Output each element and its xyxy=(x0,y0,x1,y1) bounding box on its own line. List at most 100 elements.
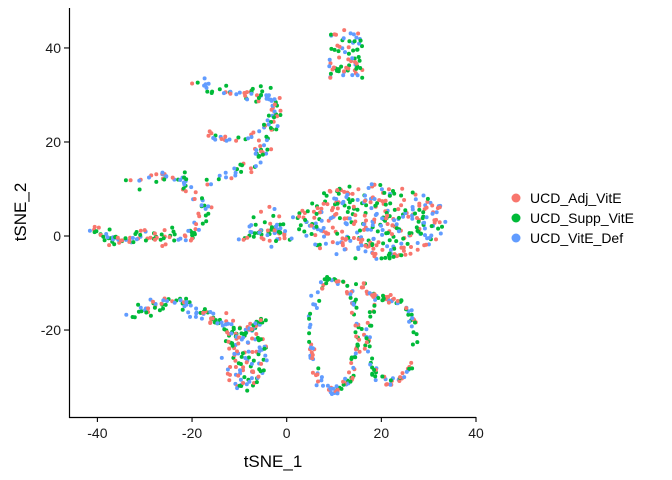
data-point xyxy=(297,227,302,232)
data-point xyxy=(379,187,384,192)
data-point xyxy=(343,221,348,226)
data-point xyxy=(315,206,320,211)
data-point xyxy=(238,368,242,373)
data-point xyxy=(259,149,264,154)
data-point xyxy=(349,310,354,315)
data-point xyxy=(205,89,210,94)
data-point xyxy=(310,201,315,206)
data-point xyxy=(249,376,254,381)
data-point xyxy=(203,82,208,87)
data-point xyxy=(347,39,352,44)
data-point xyxy=(410,205,415,209)
data-point xyxy=(347,200,352,205)
data-point xyxy=(130,236,135,240)
data-point xyxy=(380,232,385,237)
data-point xyxy=(360,237,365,242)
data-point xyxy=(327,276,332,281)
data-point xyxy=(363,343,368,348)
data-point xyxy=(123,236,128,241)
data-point xyxy=(255,335,260,340)
legend-key-vite-def xyxy=(511,233,521,243)
data-point xyxy=(308,311,313,316)
data-point xyxy=(323,241,328,246)
data-point xyxy=(337,44,342,49)
data-point xyxy=(355,207,360,212)
data-point xyxy=(278,108,283,113)
data-point xyxy=(248,166,253,171)
data-point xyxy=(160,244,165,248)
data-point xyxy=(254,380,259,385)
data-point xyxy=(249,135,254,139)
data-point xyxy=(154,179,159,184)
data-point xyxy=(336,69,341,74)
data-point xyxy=(259,93,263,97)
data-point xyxy=(413,211,417,216)
data-point xyxy=(186,228,191,233)
data-point xyxy=(249,327,254,332)
data-point xyxy=(413,192,418,197)
y-tick-label: 0 xyxy=(53,228,61,244)
data-point xyxy=(334,252,339,257)
x-tick-label: -20 xyxy=(182,425,202,441)
data-point xyxy=(236,373,241,378)
data-point xyxy=(251,130,256,135)
data-point xyxy=(405,241,410,246)
data-point xyxy=(329,46,334,51)
data-point xyxy=(237,335,242,340)
data-point xyxy=(421,193,426,198)
data-point xyxy=(256,352,261,357)
data-point xyxy=(265,147,270,152)
data-point xyxy=(228,91,233,96)
data-point xyxy=(253,151,258,156)
data-point xyxy=(244,382,249,387)
data-point xyxy=(245,340,250,345)
data-point xyxy=(313,221,318,226)
data-point xyxy=(371,246,376,251)
data-point xyxy=(388,201,393,206)
data-point xyxy=(170,175,175,180)
data-point xyxy=(105,235,110,240)
data-point xyxy=(322,191,326,196)
data-point xyxy=(314,211,319,216)
data-point xyxy=(363,193,367,198)
data-point xyxy=(123,178,128,183)
data-point xyxy=(146,306,151,311)
data-point xyxy=(193,314,198,319)
data-point xyxy=(353,323,358,328)
data-point xyxy=(350,73,355,78)
data-point xyxy=(204,219,209,224)
data-point xyxy=(182,304,187,309)
data-point xyxy=(324,193,329,198)
data-point xyxy=(194,306,199,311)
data-point xyxy=(241,237,246,242)
data-point xyxy=(252,231,257,236)
data-point xyxy=(430,211,435,216)
data-point xyxy=(414,225,419,230)
data-point xyxy=(309,223,314,228)
data-point xyxy=(367,310,372,315)
data-point xyxy=(318,246,322,251)
data-point xyxy=(128,178,133,183)
data-point xyxy=(331,65,336,70)
data-point xyxy=(267,238,272,243)
data-point xyxy=(341,279,346,284)
data-point xyxy=(264,134,269,139)
data-point xyxy=(374,243,379,248)
data-point xyxy=(217,173,222,178)
data-point xyxy=(391,296,396,301)
data-point xyxy=(364,218,368,223)
data-point xyxy=(335,241,340,246)
data-point xyxy=(249,361,254,366)
data-point xyxy=(387,193,392,198)
data-point xyxy=(265,233,270,238)
data-point xyxy=(330,225,335,230)
data-point xyxy=(372,309,377,314)
data-point xyxy=(315,290,320,295)
data-point xyxy=(305,209,310,214)
data-point xyxy=(107,243,112,248)
data-point xyxy=(202,76,207,81)
data-point xyxy=(297,214,302,219)
data-point xyxy=(373,297,378,302)
data-point xyxy=(265,228,270,233)
data-point xyxy=(256,374,261,379)
